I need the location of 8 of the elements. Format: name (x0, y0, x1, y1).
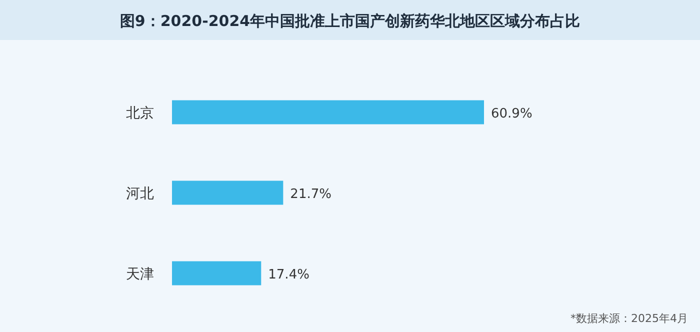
y-tick-label: 天津 (126, 266, 154, 282)
y-tick-label: 北京 (126, 105, 154, 122)
data-label: 17.4% (268, 267, 310, 282)
chart-title: 图9：2020-2024年中国批准上市国产创新药华北地区区域分布占比 (120, 12, 580, 30)
data-label: 21.7% (290, 186, 332, 202)
data-label: 60.9% (491, 106, 532, 122)
text: *数据来源：2025年4月 (570, 312, 688, 325)
y-tick-label: 河北 (126, 186, 154, 202)
